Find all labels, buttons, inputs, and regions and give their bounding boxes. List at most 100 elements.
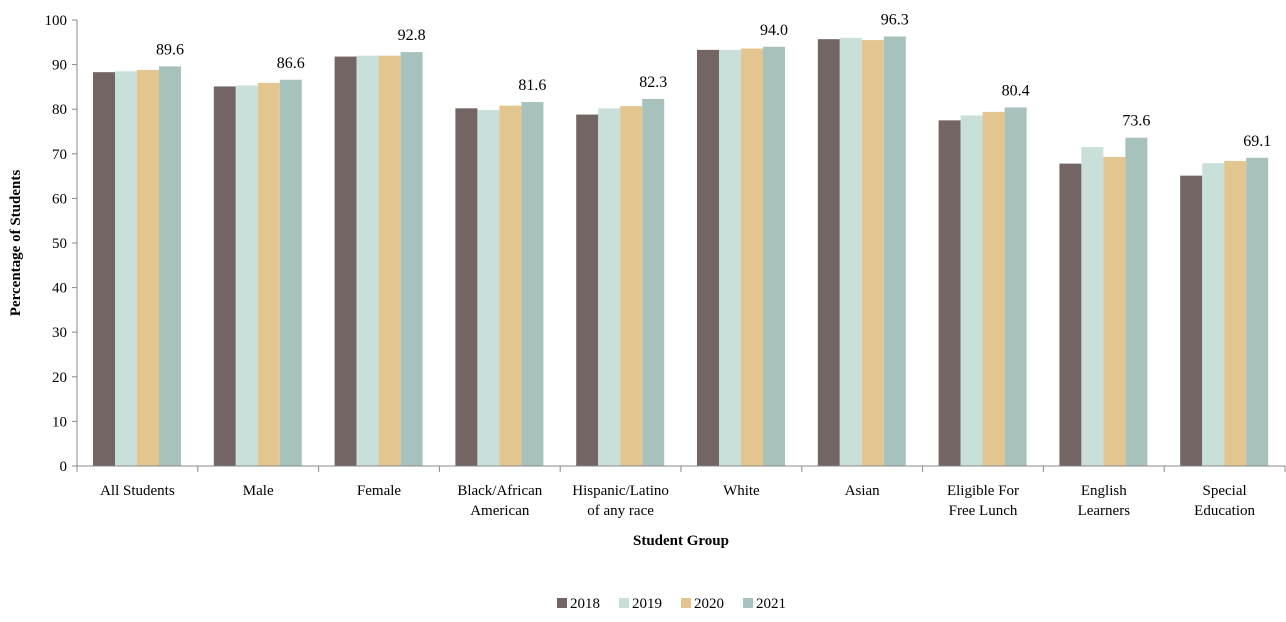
x-tick-label-2: Female [357, 483, 401, 499]
legend-swatch-2021 [743, 598, 753, 608]
bar-2021-0 [159, 66, 181, 466]
data-label-4: 82.3 [639, 74, 667, 91]
bar-2019-9 [1202, 163, 1225, 466]
bar-2020-3 [499, 105, 522, 466]
bar-2019-5 [719, 49, 741, 467]
x-tick-label-line: of any race [587, 503, 654, 519]
bar-2020-2 [378, 55, 401, 467]
legend-swatch-2020 [681, 598, 691, 608]
x-tick-label-line: Special [1203, 483, 1247, 499]
bar-2020-5 [741, 48, 763, 466]
y-tick-label-2: 20 [52, 370, 67, 386]
x-tick-label-line: Hispanic/Latino [572, 483, 669, 499]
y-tick-label-0: 0 [60, 459, 68, 475]
bar-2020-0 [137, 69, 159, 467]
y-tick-label-5: 50 [52, 236, 67, 252]
x-tick-label-line: Free Lunch [949, 503, 1018, 519]
bar-2021-2 [400, 52, 423, 466]
data-label-0: 89.6 [156, 41, 184, 58]
data-label-8: 73.6 [1122, 113, 1150, 130]
bar-2020-7 [982, 111, 1005, 466]
y-tick-label-9: 90 [52, 58, 67, 74]
x-tick-label-line: Male [243, 483, 274, 499]
y-tick-label-6: 60 [52, 191, 67, 207]
axes-layer: 0 10 20 30 40 50 60 70 80 90 100 All Students Male Fe… [45, 13, 1286, 519]
bar-2018-7 [938, 120, 961, 466]
y-axis-title: Percentage of Students [8, 170, 24, 317]
data-label-3: 81.6 [518, 77, 546, 94]
legend-swatch-2019 [619, 598, 629, 608]
bar-2021-3 [521, 102, 544, 467]
bar-2021-7 [1004, 107, 1027, 466]
bar-2018-1 [213, 86, 236, 466]
x-axis-title: Student Group [633, 533, 729, 549]
bar-2020-8 [1103, 156, 1126, 466]
bar-2020-6 [861, 40, 884, 466]
y-tick-label-10: 100 [45, 13, 68, 29]
bar-2019-8 [1081, 147, 1104, 467]
x-tick-label-3: Black/African American [457, 483, 542, 519]
bar-2018-8 [1059, 163, 1082, 466]
x-tick-label-1: Male [243, 483, 274, 499]
x-tick-label-line: American [470, 503, 530, 519]
bar-2018-3 [455, 108, 478, 467]
x-tick-label-line: English [1081, 483, 1127, 499]
bar-2021-6 [883, 36, 906, 466]
legend: 2018 2019 2020 2021 [557, 596, 786, 612]
x-tick-label-6: Asian [845, 483, 880, 499]
data-label-2: 92.8 [398, 27, 426, 44]
x-tick-label-4: Hispanic/Latino of any race [572, 483, 669, 519]
x-tick-label-8: English Learners [1078, 483, 1131, 519]
x-tick-label-line: All Students [100, 483, 175, 499]
y-tick-label-8: 80 [52, 102, 67, 118]
bar-2021-5 [763, 46, 785, 466]
legend-label-2020: 2020 [694, 596, 724, 612]
bars-layer [93, 36, 1269, 467]
data-label-9: 69.1 [1243, 133, 1271, 150]
x-tick-label-line: Education [1194, 503, 1255, 519]
x-tick-label-line: Eligible For [947, 483, 1019, 499]
bar-2020-9 [1224, 160, 1247, 466]
bar-2021-8 [1125, 137, 1148, 466]
legend-label-2018: 2018 [570, 596, 600, 612]
bar-2018-9 [1180, 175, 1203, 467]
data-label-6: 96.3 [881, 12, 909, 29]
bar-2021-9 [1246, 157, 1269, 466]
legend-label-2021: 2021 [756, 596, 786, 612]
bar-2018-2 [334, 56, 357, 467]
data-label-1: 86.6 [277, 55, 305, 72]
x-tick-label-line: Black/African [457, 483, 542, 499]
y-tick-label-1: 10 [52, 414, 67, 430]
bar-2020-1 [257, 82, 280, 467]
x-tick-label-7: Eligible For Free Lunch [947, 483, 1019, 519]
bar-2020-4 [620, 106, 643, 466]
legend-label-2019: 2019 [632, 596, 662, 612]
data-label-5: 94.0 [760, 22, 788, 39]
bar-2019-2 [356, 55, 379, 467]
x-tick-label-5: White [723, 483, 760, 499]
bar-2018-0 [93, 72, 115, 466]
x-tick-label-9: Special Education [1194, 483, 1255, 519]
bar-2018-4 [576, 114, 599, 466]
bar-2021-4 [642, 98, 665, 466]
bar-2019-7 [960, 115, 983, 466]
bar-2018-6 [817, 39, 840, 466]
legend-swatch-2018 [557, 598, 567, 608]
bar-2021-1 [279, 79, 302, 466]
bar-2019-1 [235, 85, 258, 466]
x-tick-label-0: All Students [100, 483, 175, 499]
y-tick-label-4: 40 [52, 281, 67, 297]
y-tick-label-3: 30 [52, 325, 67, 341]
x-tick-label-line: Asian [845, 483, 880, 499]
bar-2018-5 [697, 49, 719, 467]
x-tick-label-line: Learners [1078, 503, 1131, 519]
y-tick-label-7: 70 [52, 147, 67, 163]
bar-2019-4 [598, 108, 621, 467]
x-tick-label-line: Female [357, 483, 401, 499]
data-label-7: 80.4 [1002, 82, 1030, 99]
bar-2019-6 [839, 37, 862, 467]
labels-layer: 89.6 86.6 92.8 81.6 82.3 94.0 96.3 80.4 73.6 69.1 [156, 12, 1271, 150]
bar-2019-0 [115, 71, 137, 466]
bar-2019-3 [477, 110, 500, 466]
